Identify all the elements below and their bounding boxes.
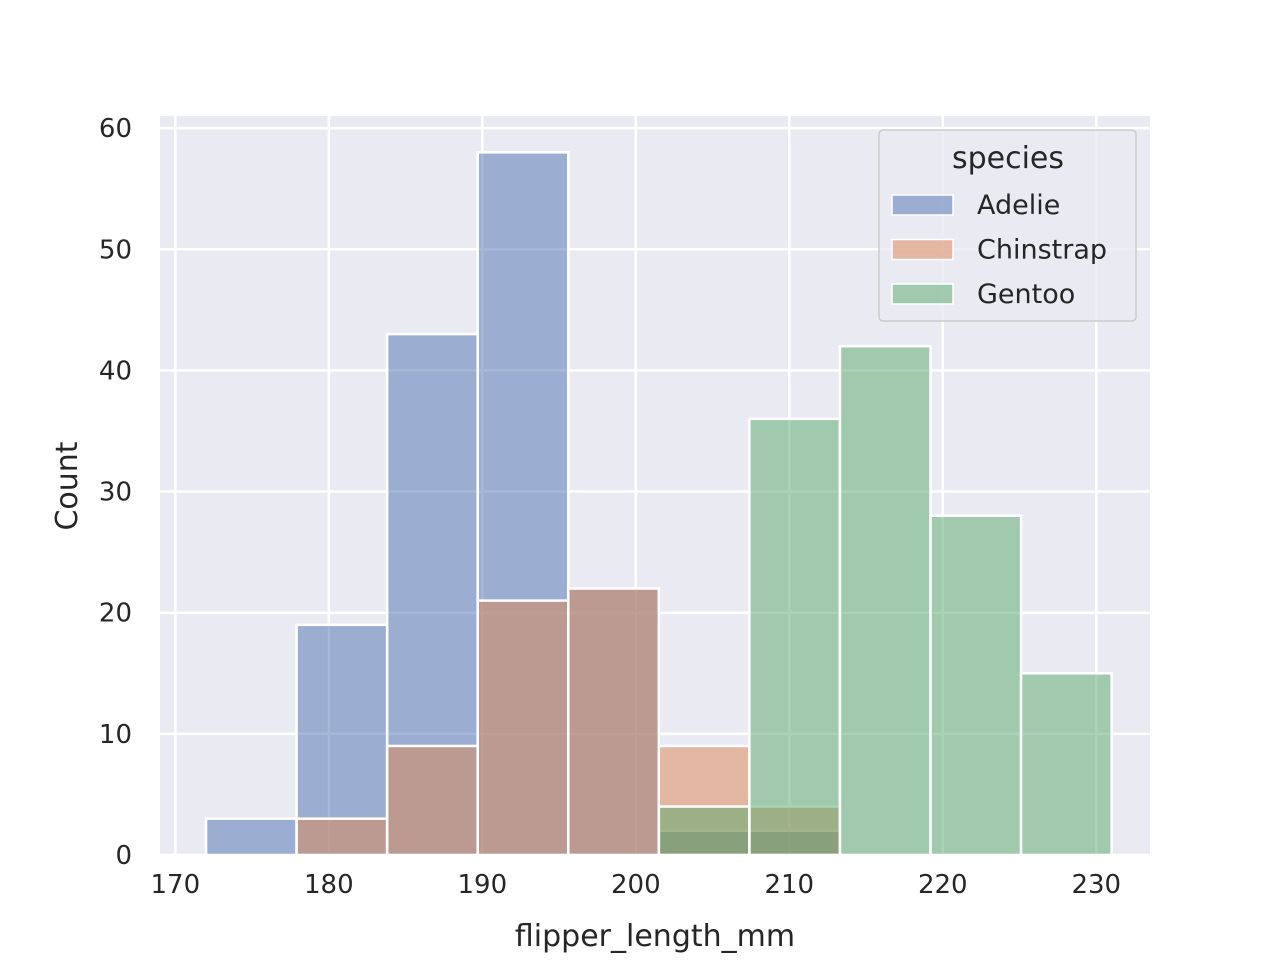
bar-chinstrap (385, 744, 479, 857)
legend-frame (878, 129, 1137, 322)
legend-swatch-chinstrap (891, 238, 954, 261)
x-tick-label: 170 (151, 870, 201, 900)
y-tick-labels: 0 10 20 30 40 50 60 (99, 114, 132, 871)
bar-adelie (295, 623, 389, 857)
x-axis-label: flipper_length_mm (515, 919, 795, 954)
bar-chinstrap (567, 587, 661, 857)
y-tick-label: 10 (99, 720, 132, 750)
bar-chinstrap (295, 817, 389, 857)
y-tick-label: 20 (99, 599, 132, 629)
y-tick-label: 50 (99, 235, 132, 265)
bar-adelie (204, 817, 298, 857)
legend-title: species (952, 141, 1064, 176)
y-tick-label: 60 (99, 114, 132, 144)
bar-gentoo (929, 514, 1023, 857)
bar-gentoo (748, 417, 842, 857)
y-tick-label: 30 (99, 478, 132, 508)
legend-label-adelie: Adelie (977, 190, 1060, 221)
bar-gentoo (657, 805, 751, 857)
x-tick-label: 210 (764, 870, 814, 900)
y-axis-label: Count (50, 441, 85, 530)
x-tick-labels: 170 180 190 200 210 220 230 (151, 870, 1122, 900)
x-tick-label: 220 (918, 870, 968, 900)
histogram-bars (204, 151, 1113, 857)
bar-chinstrap (476, 599, 570, 857)
y-tick-label: 0 (115, 841, 132, 871)
y-tick-label: 40 (99, 356, 132, 386)
bar-gentoo (1019, 672, 1113, 857)
legend-label-chinstrap: Chinstrap (977, 235, 1107, 266)
x-tick-label: 200 (611, 870, 661, 900)
legend-swatch-adelie (891, 194, 954, 216)
x-tick-label: 230 (1071, 870, 1121, 900)
x-tick-label: 190 (458, 870, 508, 900)
legend-label-gentoo: Gentoo (977, 279, 1075, 310)
legend-swatch-gentoo (891, 283, 954, 305)
x-tick-label: 180 (304, 870, 354, 900)
legend: species Adelie Chinstrap Gentoo (878, 129, 1137, 322)
bar-gentoo (838, 344, 932, 857)
